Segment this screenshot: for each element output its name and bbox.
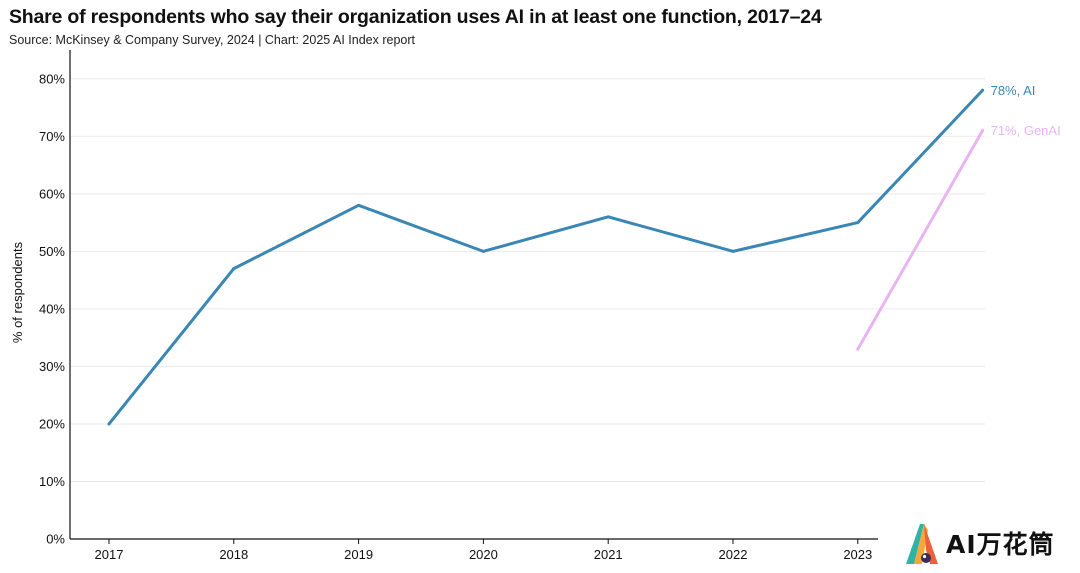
ai-series-point [731,249,735,253]
x-tick-label: 2021 [594,547,623,562]
y-tick-label: 10% [39,474,65,489]
genai-series-line [856,129,985,351]
y-tick-label: 50% [39,244,65,259]
ai-series-point [606,215,610,219]
y-tick-label: 70% [39,129,65,144]
watermark-text: AI万花筒 [946,530,1055,559]
ai-series-point [107,422,111,426]
ai-series-point [232,267,236,271]
ai-series-point [856,221,860,225]
genai-series-point [856,347,860,351]
x-tick-label: 2023 [843,547,872,562]
x-tick-label: 2017 [95,547,124,562]
ai-series-point [357,203,361,207]
ai-series-line [107,88,985,426]
axes [69,50,878,544]
y-tick-label: 80% [39,71,65,86]
y-tick-label: 20% [39,416,65,431]
watermark-logo: AI万花筒 [902,520,1055,566]
genai-series-point [981,129,985,133]
y-tick-label: 30% [39,359,65,374]
x-tick-label: 2022 [719,547,748,562]
genai-series-end-label: 71%, GenAI [991,123,1061,138]
y-axis-label: % of respondents [10,241,25,343]
labels: 0% 10% 20% 30% 40% 50% 60% 70% 80% 2017 2018 2019 20… [10,71,1061,562]
ai-series-end-label: 78%, AI [991,83,1036,98]
x-tick-label: 2019 [344,547,373,562]
gridlines [70,78,985,482]
y-tick-label: 0% [46,532,65,547]
colorful-a-logo-icon [906,524,938,564]
chart-subtitle: Source: McKinsey & Company Survey, 2024 … [9,33,415,47]
x-tick-label: 2018 [219,547,248,562]
x-tick-label: 2020 [469,547,498,562]
chart-title: Share of respondents who say their organ… [9,6,822,28]
ai-series-point [481,249,485,253]
y-tick-label: 60% [39,186,65,201]
series [107,88,985,426]
y-tick-label: 40% [39,301,65,316]
ai-series-point [981,88,985,92]
